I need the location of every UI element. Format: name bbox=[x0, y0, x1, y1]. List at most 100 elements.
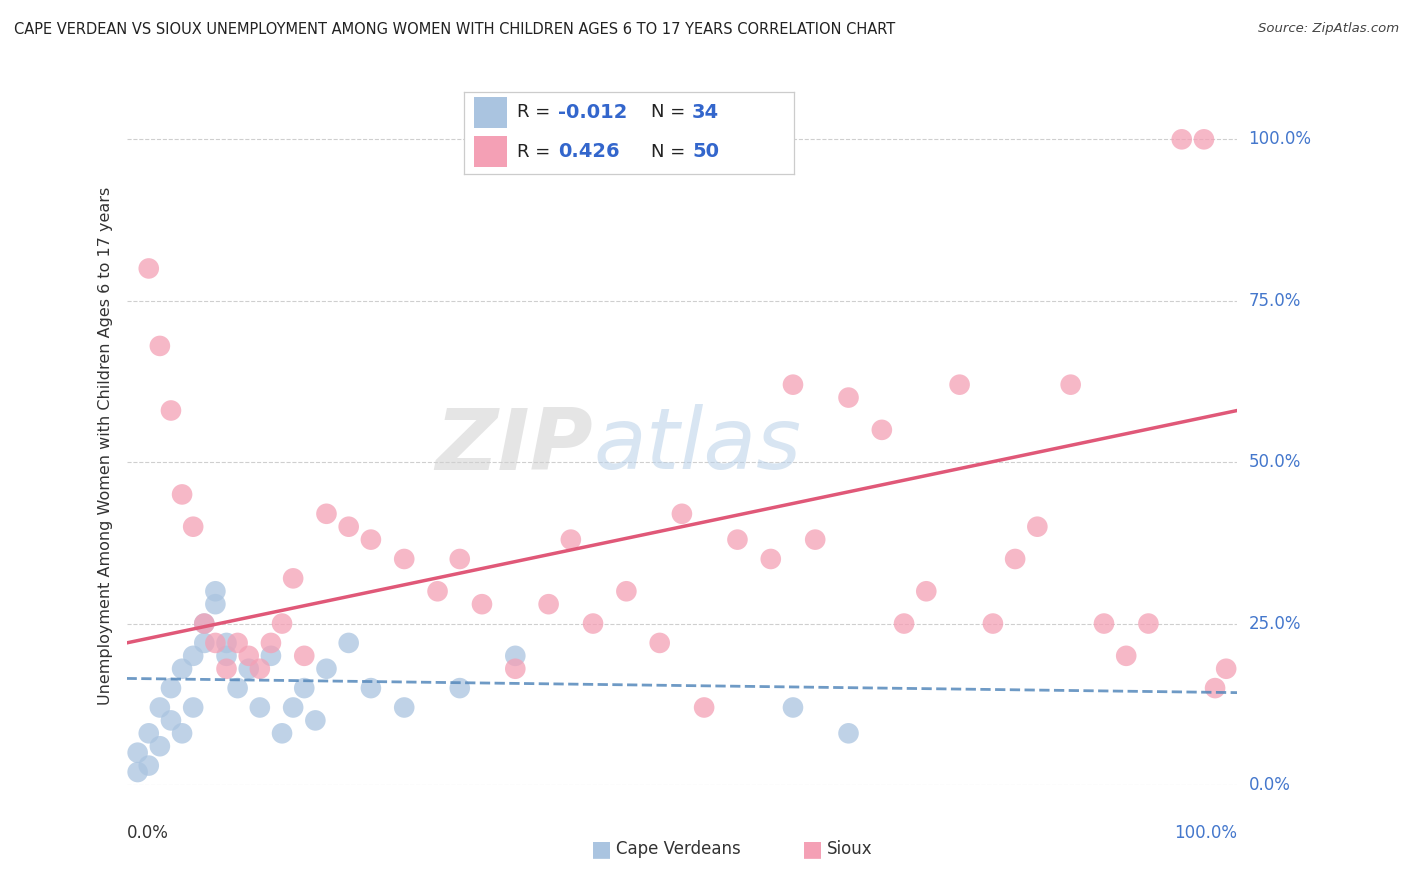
Text: 0.0%: 0.0% bbox=[127, 823, 169, 842]
Text: N =: N = bbox=[651, 103, 690, 121]
Point bbox=[215, 662, 238, 676]
Point bbox=[281, 700, 304, 714]
Point bbox=[503, 662, 526, 676]
Point bbox=[260, 636, 283, 650]
Point bbox=[337, 519, 360, 533]
Point bbox=[727, 533, 749, 547]
Point bbox=[215, 636, 238, 650]
Point bbox=[315, 507, 337, 521]
Point bbox=[616, 584, 638, 599]
Point bbox=[204, 584, 226, 599]
Point bbox=[1092, 616, 1115, 631]
Point bbox=[160, 714, 183, 728]
Text: 75.0%: 75.0% bbox=[1249, 292, 1301, 310]
Text: atlas: atlas bbox=[593, 404, 801, 488]
Bar bbox=[474, 97, 508, 128]
Point bbox=[582, 616, 605, 631]
Point bbox=[337, 636, 360, 650]
Point bbox=[149, 739, 172, 754]
Point bbox=[949, 377, 972, 392]
Point bbox=[693, 700, 716, 714]
Point bbox=[648, 636, 671, 650]
Point bbox=[671, 507, 693, 521]
Point bbox=[193, 616, 215, 631]
Point bbox=[560, 533, 582, 547]
Point bbox=[870, 423, 893, 437]
Text: ZIP: ZIP bbox=[436, 404, 593, 488]
Text: 100.0%: 100.0% bbox=[1174, 823, 1237, 842]
Point bbox=[249, 700, 271, 714]
Point bbox=[226, 636, 249, 650]
Text: 100.0%: 100.0% bbox=[1249, 130, 1312, 148]
Text: 50.0%: 50.0% bbox=[1249, 453, 1301, 471]
Point bbox=[1004, 552, 1026, 566]
Point bbox=[181, 700, 204, 714]
Point bbox=[160, 681, 183, 695]
Point bbox=[782, 700, 804, 714]
Point bbox=[160, 403, 183, 417]
Point bbox=[281, 571, 304, 585]
Point bbox=[304, 714, 326, 728]
Point bbox=[138, 726, 160, 740]
Point bbox=[138, 261, 160, 276]
Point bbox=[503, 648, 526, 663]
Point bbox=[172, 487, 194, 501]
Point bbox=[149, 700, 172, 714]
Point bbox=[181, 648, 204, 663]
Text: 0.0%: 0.0% bbox=[1249, 776, 1291, 794]
Point bbox=[394, 700, 416, 714]
Point bbox=[1060, 377, 1083, 392]
Point bbox=[360, 533, 382, 547]
Text: Sioux: Sioux bbox=[827, 840, 872, 858]
Text: 25.0%: 25.0% bbox=[1249, 615, 1301, 632]
Point bbox=[315, 662, 337, 676]
Point bbox=[1192, 132, 1215, 146]
Text: ■: ■ bbox=[801, 839, 823, 859]
Point bbox=[1215, 662, 1237, 676]
Bar bbox=[474, 136, 508, 168]
Point bbox=[181, 519, 204, 533]
Point bbox=[1170, 132, 1192, 146]
Point bbox=[1204, 681, 1226, 695]
Text: Source: ZipAtlas.com: Source: ZipAtlas.com bbox=[1258, 22, 1399, 36]
Point bbox=[271, 616, 294, 631]
Point bbox=[893, 616, 915, 631]
Point bbox=[204, 597, 226, 611]
Point bbox=[981, 616, 1004, 631]
Text: -0.012: -0.012 bbox=[558, 103, 627, 122]
Point bbox=[226, 681, 249, 695]
Point bbox=[804, 533, 827, 547]
Point bbox=[172, 662, 194, 676]
Point bbox=[759, 552, 782, 566]
Point bbox=[915, 584, 938, 599]
Text: 50: 50 bbox=[692, 143, 718, 161]
Point bbox=[394, 552, 416, 566]
Point bbox=[537, 597, 560, 611]
Point bbox=[1026, 519, 1049, 533]
Point bbox=[204, 636, 226, 650]
Text: R =: R = bbox=[517, 143, 555, 161]
Text: 34: 34 bbox=[692, 103, 718, 122]
Text: R =: R = bbox=[517, 103, 555, 121]
Point bbox=[238, 662, 260, 676]
Point bbox=[360, 681, 382, 695]
Text: CAPE VERDEAN VS SIOUX UNEMPLOYMENT AMONG WOMEN WITH CHILDREN AGES 6 TO 17 YEARS : CAPE VERDEAN VS SIOUX UNEMPLOYMENT AMONG… bbox=[14, 22, 896, 37]
Point bbox=[782, 377, 804, 392]
Point bbox=[838, 726, 860, 740]
Y-axis label: Unemployment Among Women with Children Ages 6 to 17 years: Unemployment Among Women with Children A… bbox=[97, 187, 112, 705]
Point bbox=[449, 681, 471, 695]
Point bbox=[193, 636, 215, 650]
Text: ■: ■ bbox=[591, 839, 612, 859]
Point bbox=[193, 616, 215, 631]
Text: Cape Verdeans: Cape Verdeans bbox=[616, 840, 741, 858]
Point bbox=[215, 648, 238, 663]
Point bbox=[1137, 616, 1160, 631]
Point bbox=[172, 726, 194, 740]
Text: N =: N = bbox=[651, 143, 690, 161]
Point bbox=[271, 726, 294, 740]
Point bbox=[238, 648, 260, 663]
Point bbox=[260, 648, 283, 663]
Point bbox=[449, 552, 471, 566]
Point bbox=[138, 758, 160, 772]
Point bbox=[127, 746, 149, 760]
